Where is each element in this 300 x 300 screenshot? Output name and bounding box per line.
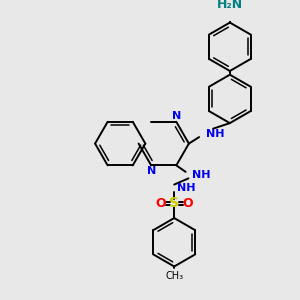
Text: O: O: [182, 197, 193, 210]
Text: NH: NH: [206, 129, 224, 139]
Text: H₂N: H₂N: [217, 0, 243, 11]
Text: NH: NH: [177, 183, 196, 193]
Text: N: N: [172, 111, 181, 121]
Text: N: N: [147, 166, 156, 176]
Text: S: S: [169, 196, 179, 210]
Text: NH: NH: [192, 170, 211, 180]
Text: CH₃: CH₃: [165, 271, 183, 281]
Text: O: O: [156, 197, 166, 210]
